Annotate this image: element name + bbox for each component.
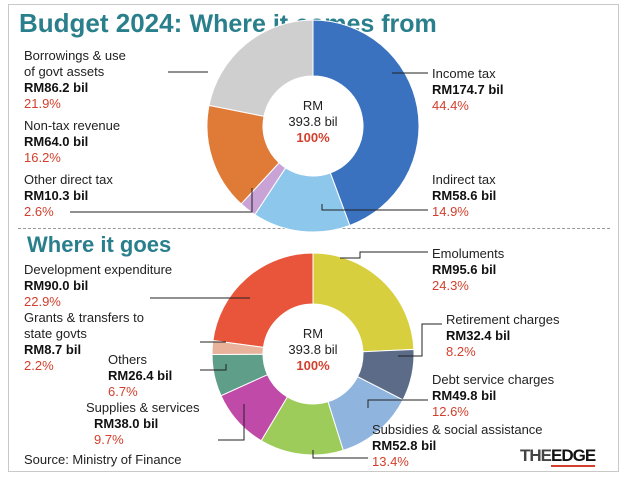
label-others: Others RM26.4 bil 6.7% xyxy=(108,352,173,399)
donut2-center: RM 393.8 bil 100% xyxy=(288,326,338,373)
donut1-center: RM 393.8 bil 100% xyxy=(288,98,338,145)
leader-line xyxy=(312,450,368,459)
label-subsidies: Subsidies & social assistance RM52.8 bil… xyxy=(372,422,543,469)
leader-line xyxy=(218,404,245,441)
leader-line xyxy=(70,188,253,213)
leader-line xyxy=(398,323,442,357)
source-note: Source: Ministry of Finance xyxy=(24,452,182,467)
leader-line xyxy=(340,251,428,259)
label-borrowings: Borrowings & use of govt assets RM86.2 b… xyxy=(24,48,126,111)
income-donut xyxy=(206,19,420,233)
label-indirect-tax: Indirect tax RM58.6 bil 14.9% xyxy=(432,172,497,219)
label-retirement: Retirement charges RM32.4 bil 8.2% xyxy=(446,312,560,359)
section2-title: Where it goes xyxy=(27,232,172,257)
donut-hole xyxy=(263,76,363,176)
the-edge-logo: THEEDGE xyxy=(520,446,596,467)
label-income-tax: Income tax RM174.7 bil 44.4% xyxy=(432,66,504,113)
label-supplies: Supplies & services RM38.0 bil 9.7% xyxy=(86,400,200,447)
leader-lines xyxy=(70,71,442,459)
leader-line xyxy=(200,364,227,371)
label-emoluments: Emoluments RM95.6 bil 24.3% xyxy=(432,246,505,293)
leader-line xyxy=(367,399,428,408)
label-non-tax-revenue: Non-tax revenue RM64.0 bil 16.2% xyxy=(24,118,121,165)
label-development: Development expenditure RM90.0 bil 22.9% xyxy=(24,262,173,309)
donut-hole xyxy=(263,304,363,404)
leader-line xyxy=(321,204,428,211)
label-other-direct-tax: Other direct tax RM10.3 bil 2.6% xyxy=(24,172,113,219)
expenditure-donut xyxy=(211,252,415,456)
label-debt-service: Debt service charges RM49.8 bil 12.6% xyxy=(432,372,555,419)
label-grants: Grants & transfers to state govts RM8.7 … xyxy=(24,310,144,373)
infographic-frame xyxy=(8,4,619,472)
